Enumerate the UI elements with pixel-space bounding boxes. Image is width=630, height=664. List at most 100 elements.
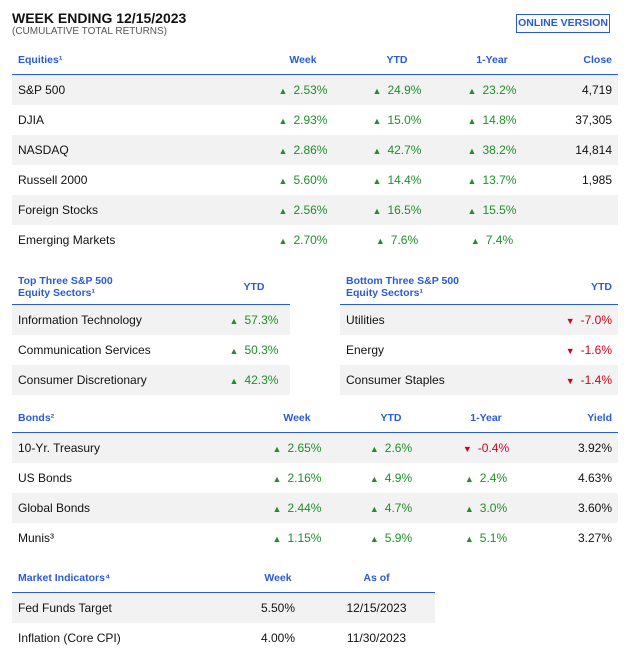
- table-cell: 4.63%: [538, 463, 618, 493]
- trend-arrow: ▲: [372, 85, 382, 96]
- cell-text: 4.63%: [577, 470, 612, 485]
- trend-arrow: ▼: [565, 315, 575, 326]
- trend-arrow: ▲: [464, 533, 474, 544]
- table-row: Global Bonds ▲ 2.44% ▲ 4.7% ▲ 3.0% 3.60%: [12, 492, 618, 523]
- table-cell: ▲ 2.70%: [252, 225, 354, 255]
- header-line: Equity Sectors¹: [18, 286, 96, 299]
- table-cell: ▲ 5.9%: [348, 523, 434, 553]
- cell-text: 16.5%: [387, 202, 422, 217]
- table-cell: ▲ 7.6%: [354, 225, 440, 255]
- table-cell: ▲ 24.9%: [354, 74, 440, 105]
- cell-text: 15.5%: [482, 202, 517, 217]
- trend-arrow: ▲: [278, 85, 288, 96]
- equities-table: Equities¹ Week YTD 1-Year Close S&P 500 ▲ 2.53%…: [12, 46, 618, 255]
- table-cell: ▲ 5.60%: [252, 165, 354, 195]
- trend-arrow: ▲: [467, 145, 477, 156]
- cell-text: Information Technology: [18, 312, 142, 327]
- table-cell: ▲ 15.5%: [440, 194, 544, 225]
- trend-arrow: ▲: [470, 235, 480, 246]
- cell-text: 2.56%: [293, 202, 328, 217]
- trend-arrow: ▲: [278, 115, 288, 126]
- cell-text: Emerging Markets: [18, 232, 116, 247]
- trend-arrow: ▲: [278, 235, 288, 246]
- table-cell: ▲ 2.65%: [246, 432, 348, 463]
- table-cell: [544, 194, 618, 225]
- trend-arrow: ▲: [229, 375, 239, 386]
- table-cell: Consumer Discretionary: [12, 364, 218, 395]
- table-row: Communication Services ▲ 50.3%: [12, 335, 290, 365]
- table-cell: ▲ 2.86%: [252, 134, 354, 165]
- table-cell: ▲ 2.53%: [252, 74, 354, 105]
- table-cell: Utilities: [340, 304, 546, 335]
- table-cell: 37,305: [544, 105, 618, 135]
- cell-text: Energy: [346, 342, 385, 357]
- column-header: As of: [318, 564, 435, 593]
- table-cell: 4,719: [544, 74, 618, 105]
- table-row: Inflation (Core CPI) 4.00% 11/30/2023: [12, 623, 435, 653]
- trend-arrow: ▲: [372, 205, 382, 216]
- trend-arrow: ▲: [375, 235, 385, 246]
- column-header: Bonds²: [12, 404, 246, 433]
- trend-arrow: ▲: [229, 315, 239, 326]
- cell-text: NASDAQ: [18, 142, 69, 157]
- table-cell: ▲ 42.7%: [354, 134, 440, 165]
- table-cell: 10-Yr. Treasury: [12, 432, 246, 463]
- table-cell: 14,814: [544, 134, 618, 165]
- cell-text: 12/15/2023: [346, 600, 407, 615]
- cell-text: Utilities: [346, 312, 385, 327]
- trend-arrow: ▲: [369, 533, 379, 544]
- table-cell: Information Technology: [12, 304, 218, 335]
- trend-arrow: ▲: [464, 473, 474, 484]
- column-header: Bottom Three S&P 500 Equity Sectors¹: [340, 270, 546, 305]
- cell-text: 2.44%: [287, 500, 322, 515]
- table-row: Information Technology ▲ 57.3%: [12, 304, 290, 335]
- table-row: Russell 2000 ▲ 5.60% ▲ 14.4% ▲ 13.7% 1,985: [12, 165, 618, 195]
- table-cell: S&P 500: [12, 74, 252, 105]
- cell-text: 3.0%: [479, 500, 508, 515]
- cell-text: 7.6%: [390, 232, 419, 247]
- table-cell: ▲ 4.9%: [348, 463, 434, 493]
- cell-text: 2.93%: [293, 112, 328, 127]
- table-cell: Foreign Stocks: [12, 194, 252, 225]
- cell-text: S&P 500: [18, 82, 66, 97]
- cell-text: -0.4%: [477, 440, 510, 455]
- cell-text: 2.65%: [287, 440, 322, 455]
- cell-text: 5.9%: [384, 530, 413, 545]
- table-cell: 5.50%: [238, 592, 318, 623]
- table-cell: Munis³: [12, 523, 246, 553]
- column-header: Week: [252, 46, 354, 75]
- trend-arrow: ▲: [272, 473, 282, 484]
- top-sectors-table: Top Three S&P 500 Equity Sectors¹ YTD Infor…: [12, 270, 290, 395]
- cell-text: 2.86%: [293, 142, 328, 157]
- bottom-sectors-table: Bottom Three S&P 500 Equity Sectors¹ YTD Ut…: [340, 270, 618, 395]
- cell-text: 42.7%: [387, 142, 422, 157]
- table-cell: 1,985: [544, 165, 618, 195]
- table-cell: [544, 225, 618, 255]
- trend-arrow: ▼: [462, 443, 472, 454]
- table-cell: ▲ 42.3%: [218, 364, 290, 395]
- cell-text: Foreign Stocks: [18, 202, 99, 217]
- cell-text: -7.0%: [580, 312, 612, 327]
- cell-text: 42.3%: [244, 372, 279, 387]
- cell-text: 1.15%: [287, 530, 322, 545]
- table-cell: ▲ 1.15%: [246, 523, 348, 553]
- table-cell: 3.60%: [538, 492, 618, 523]
- trend-arrow: ▲: [229, 345, 239, 356]
- table-cell: Fed Funds Target: [12, 592, 238, 623]
- cell-text: 50.3%: [244, 342, 279, 357]
- cell-text: Russell 2000: [18, 172, 88, 187]
- table-cell: ▲ 50.3%: [218, 335, 290, 365]
- cell-text: 5.60%: [293, 172, 328, 187]
- market-indicators-table: Market Indicators⁴ Week As of Fed Funds Tar…: [12, 564, 435, 653]
- cell-text: 4.00%: [260, 630, 296, 645]
- table-cell: ▲ 38.2%: [440, 134, 544, 165]
- table-cell: ▲ 2.56%: [252, 194, 354, 225]
- table-cell: ▲ 4.7%: [348, 492, 434, 523]
- trend-arrow: ▲: [467, 205, 477, 216]
- online-version-button[interactable]: ONLINE VERSION: [516, 14, 610, 33]
- table-cell: ▼ -1.6%: [546, 335, 618, 365]
- cell-text: 14.8%: [482, 112, 517, 127]
- trend-arrow: ▲: [272, 503, 282, 514]
- cell-text: -1.6%: [580, 342, 612, 357]
